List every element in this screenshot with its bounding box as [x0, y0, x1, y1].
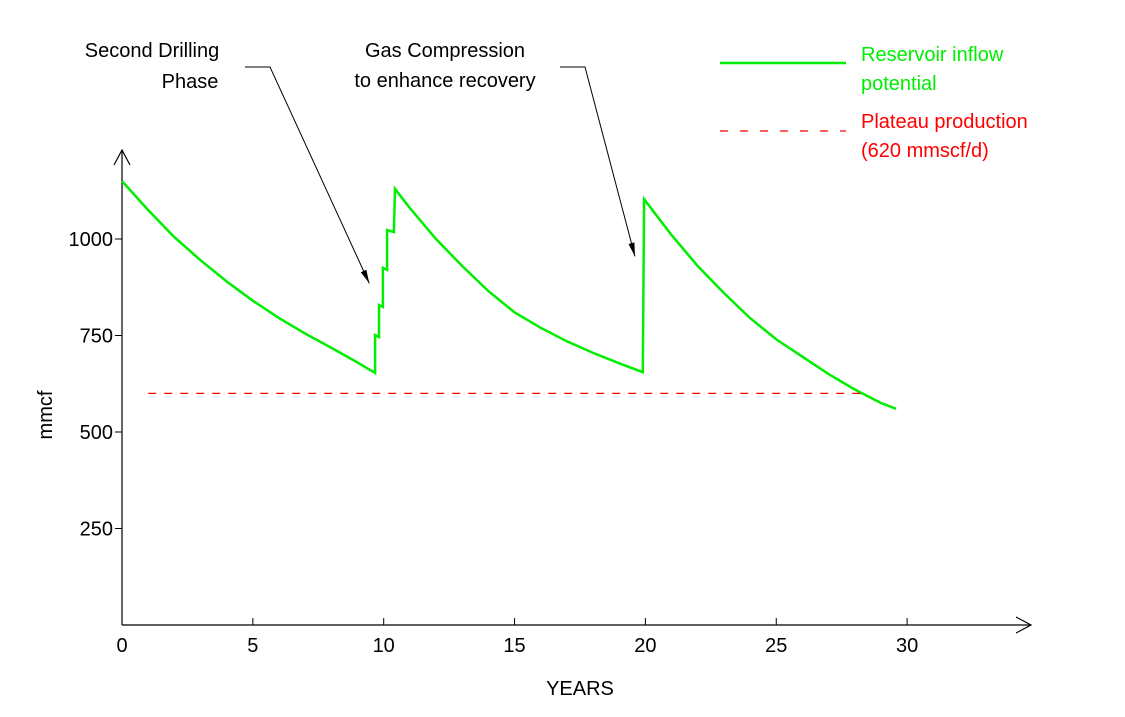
- legend-label: Plateau production: [861, 111, 1028, 133]
- y-ticks: 250 500 750 1000: [69, 229, 122, 541]
- y-axis-label: mmcf: [35, 390, 57, 439]
- x-tick-label: 0: [116, 635, 127, 657]
- y-axis: mmcf: [35, 148, 131, 625]
- x-axis-arrow-icon: [1015, 616, 1033, 634]
- legend-label: (620 mmscf/d): [861, 140, 989, 162]
- x-tick-label: 30: [896, 635, 918, 657]
- series-line-reservoir-inflow: [121, 180, 897, 410]
- x-ticks: 0 5 10 15 20 25 30: [116, 618, 918, 657]
- arrowhead-icon: [360, 269, 370, 284]
- annotations: Second Drilling Phase Gas Compression to en…: [85, 40, 636, 284]
- arrowhead-icon: [628, 242, 635, 257]
- annotation-leader: [245, 66, 370, 284]
- legend: Reservoir inflow potential Plateau product…: [720, 44, 1028, 162]
- legend-label: potential: [861, 73, 937, 95]
- annotation-leader: [560, 66, 636, 257]
- y-tick-label: 1000: [69, 229, 114, 251]
- legend-label: Reservoir inflow: [861, 44, 1004, 66]
- annotation-text: Second Drilling: [85, 40, 220, 62]
- y-tick-label: 750: [80, 326, 113, 348]
- x-axis-label: YEARS: [546, 678, 614, 700]
- y-tick-label: 500: [80, 422, 113, 444]
- annotation-text: Phase: [162, 71, 219, 93]
- x-tick-label: 10: [373, 635, 395, 657]
- annotation-text: Gas Compression: [365, 40, 525, 62]
- x-axis: YEARS: [122, 616, 1033, 700]
- y-tick-label: 250: [80, 519, 113, 541]
- x-tick-label: 20: [634, 635, 656, 657]
- series-group: [121, 180, 897, 410]
- x-tick-label: 5: [247, 635, 258, 657]
- x-tick-label: 15: [503, 635, 525, 657]
- y-axis-arrow-icon: [113, 148, 131, 166]
- annotation-text: to enhance recovery: [354, 70, 535, 92]
- x-tick-label: 25: [765, 635, 787, 657]
